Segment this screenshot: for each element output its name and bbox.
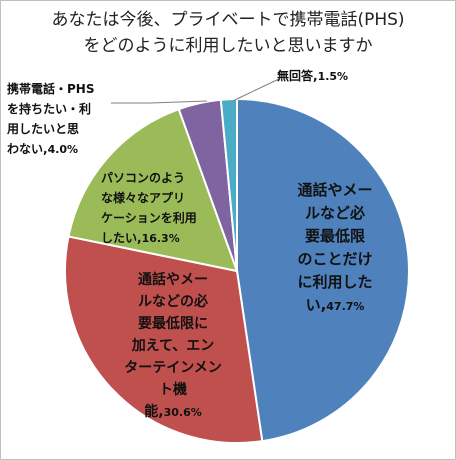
pie-slice-1 [64, 235, 264, 444]
slice-label-not-wanted: 携帯電話・PHS を持ちたい・利 用したいと思 わない,4.0% [7, 82, 95, 156]
chart-title: あなたは今後、プライベートで携帯電話(PHS) をどのように利用したいと思いますか [51, 10, 405, 56]
slice-label-no-answer: 無回答,1.5% [277, 69, 349, 83]
leader-line-1 [232, 78, 280, 102]
slice-percent: 4.0% [47, 143, 79, 156]
pie-slice-0 [236, 97, 410, 443]
slice-percent: 30.6% [163, 406, 202, 419]
slice-percent: 16.3% [141, 232, 180, 245]
slice-label-minimum-use: 通話やメー ルなど必 要最低限 のことだけ に利用した い,47.7% [297, 181, 373, 314]
leader-line-0 [111, 100, 208, 104]
slice-label-entertainment: 通話やメー ルなどの必 要最低限に 加えて、エン ターテインメント機 能,30.6% [124, 272, 222, 420]
slice-percent: 47.7% [326, 300, 365, 313]
slice-percent: 1.5% [317, 70, 349, 83]
pie-slice-2 [67, 107, 239, 273]
slice-label-pc-like-apps: パソコンのよう な様々なアプリ ケーションを利用 したい,16.3% [101, 171, 197, 245]
